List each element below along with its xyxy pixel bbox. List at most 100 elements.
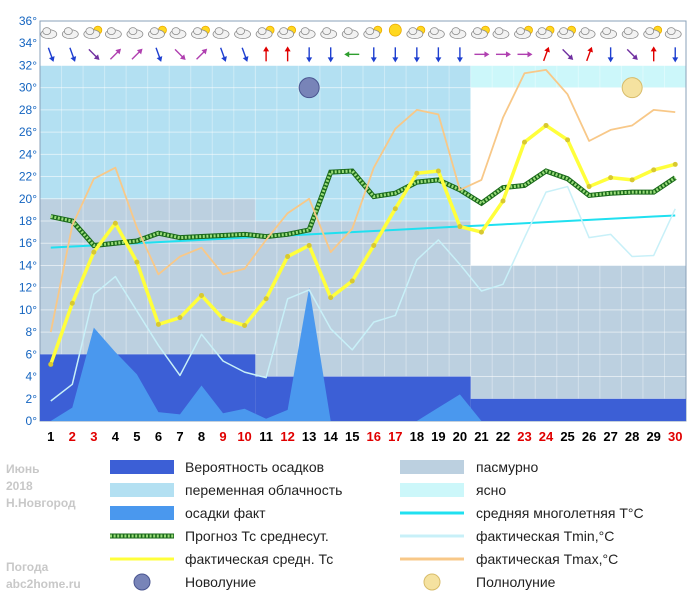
x-tick-label-18: 18 <box>410 429 424 444</box>
point-fact-avg-day-16 <box>371 242 377 248</box>
cloud-puff-icon <box>623 27 633 36</box>
legend-item-fact-max: фактическая Tmax,°C <box>400 551 618 567</box>
wind-arrow-head <box>672 57 679 63</box>
x-tick-label-2: 2 <box>69 429 76 444</box>
x-tick-label-4: 4 <box>112 429 120 444</box>
weather-icon-day-8 <box>191 25 210 40</box>
weather-icon-day-14 <box>320 27 338 40</box>
point-fact-avg-day-3 <box>91 249 97 255</box>
y-tick-label-4: 4° <box>26 370 38 384</box>
legend-item-variable-cloud: переменная облачность <box>110 482 342 498</box>
wind-arrow-day-16 <box>370 47 377 63</box>
point-fact-avg-day-8 <box>199 292 204 298</box>
y-tick-label-8: 8° <box>26 325 38 339</box>
x-tick-label-29: 29 <box>646 429 660 444</box>
point-fact-avg-day-29 <box>651 167 657 173</box>
wind-arrow-head <box>136 48 143 55</box>
weather-icon-day-15 <box>341 27 359 40</box>
point-fact-avg-day-2 <box>69 300 75 306</box>
point-fact-avg-day-6 <box>155 321 161 327</box>
cloud-puff-icon <box>150 27 159 36</box>
point-fact-avg-day-12 <box>285 254 291 260</box>
y-tick-label-36: 36° <box>19 14 37 28</box>
weather-icon-day-12 <box>277 25 297 40</box>
x-tick-label-10: 10 <box>237 429 251 444</box>
wind-arrow-head <box>370 57 377 63</box>
y-tick-label-14: 14° <box>19 258 37 272</box>
point-fact-avg-day-14 <box>328 295 334 301</box>
legend-swatch <box>110 460 174 474</box>
sun-icon <box>388 23 402 37</box>
wind-arrow-head <box>392 57 399 63</box>
cloud-puff-icon <box>106 27 116 36</box>
wind-arrow-head <box>263 46 270 52</box>
weather-icon-day-20 <box>449 27 467 40</box>
y-tick-label-16: 16° <box>19 236 37 250</box>
legend-label: средняя многолетняя T°C <box>476 505 644 521</box>
wind-arrow-head <box>527 51 533 58</box>
point-fact-avg-day-21 <box>478 229 484 235</box>
point-fact-avg-day-4 <box>112 220 118 226</box>
legend-item-clear: ясно <box>400 482 506 498</box>
cloud-puff-icon <box>300 27 310 36</box>
point-fact-avg-day-23 <box>522 139 527 145</box>
x-tick-label-5: 5 <box>133 429 140 444</box>
x-tick-label-27: 27 <box>603 429 617 444</box>
x-tick-label-26: 26 <box>582 429 596 444</box>
point-fact-avg-day-7 <box>177 315 183 321</box>
wind-arrow-day-10 <box>241 47 249 62</box>
cloud-puff-icon <box>365 27 375 36</box>
series-forecast-avg <box>50 169 677 248</box>
legend-label: переменная облачность <box>185 482 342 498</box>
wind-arrow-head <box>284 46 291 52</box>
wind-arrow-day-1 <box>47 47 55 62</box>
x-tick-label-3: 3 <box>90 429 97 444</box>
legend-swatch <box>400 483 464 497</box>
weather-icon-day-7 <box>169 27 187 40</box>
legend-item-overcast: пасмурно <box>400 459 539 475</box>
weather-icon-day-30 <box>664 27 682 40</box>
x-tick-label-19: 19 <box>431 429 445 444</box>
x-tick-label-12: 12 <box>280 429 294 444</box>
weather-icon-day-4 <box>104 27 122 40</box>
wind-arrow-day-28 <box>626 48 638 60</box>
precip-probability-3 <box>470 398 686 421</box>
weather-icon-day-27 <box>600 27 618 40</box>
series-fact-max <box>49 68 676 333</box>
y-tick-label-2: 2° <box>26 392 38 406</box>
wind-arrow-head <box>306 57 313 63</box>
legend-item-norm-avg: средняя многолетняя T°C <box>400 505 644 521</box>
wind-arrow-day-20 <box>456 47 463 63</box>
wind-arrow-day-23 <box>517 51 533 58</box>
wind-arrow-day-15 <box>344 51 360 58</box>
legend-swatch <box>110 506 174 520</box>
weather-icon-day-13 <box>298 27 316 40</box>
precip-fact-area <box>41 287 676 421</box>
weather-icon-day-25 <box>557 25 576 40</box>
point-fact-avg-day-28 <box>629 177 635 183</box>
wind-arrow-head <box>484 51 490 58</box>
legend-label: ясно <box>476 482 506 498</box>
weather-icon-day-29 <box>643 25 663 40</box>
wind-arrow-day-4 <box>109 48 122 60</box>
wind-arrow-head <box>344 51 350 58</box>
cloud-puff-icon <box>85 27 95 36</box>
wind-arrow-head <box>201 48 208 55</box>
weather-icon-day-28 <box>621 27 639 40</box>
point-fact-avg-day-20 <box>457 224 463 230</box>
legend-item-precip-prob: Вероятность осадков <box>110 459 324 475</box>
cloud-puff-icon <box>322 27 332 36</box>
y-tick-label-28: 28° <box>19 103 37 117</box>
wind-arrow-day-5 <box>131 48 143 60</box>
y-tick-label-34: 34° <box>19 36 37 50</box>
series-fact-avg <box>49 123 676 365</box>
cloud-puff-icon <box>429 27 439 36</box>
wind-arrow-day-18 <box>413 47 420 63</box>
weather-icons-row <box>40 23 682 40</box>
wind-arrow-day-13 <box>306 47 313 63</box>
cloud-puff-icon <box>473 27 482 36</box>
full-moon-icon <box>423 573 441 591</box>
cloud-puff-icon <box>42 27 52 36</box>
wind-arrow-head <box>93 54 100 60</box>
wind-arrow-head <box>242 56 249 62</box>
